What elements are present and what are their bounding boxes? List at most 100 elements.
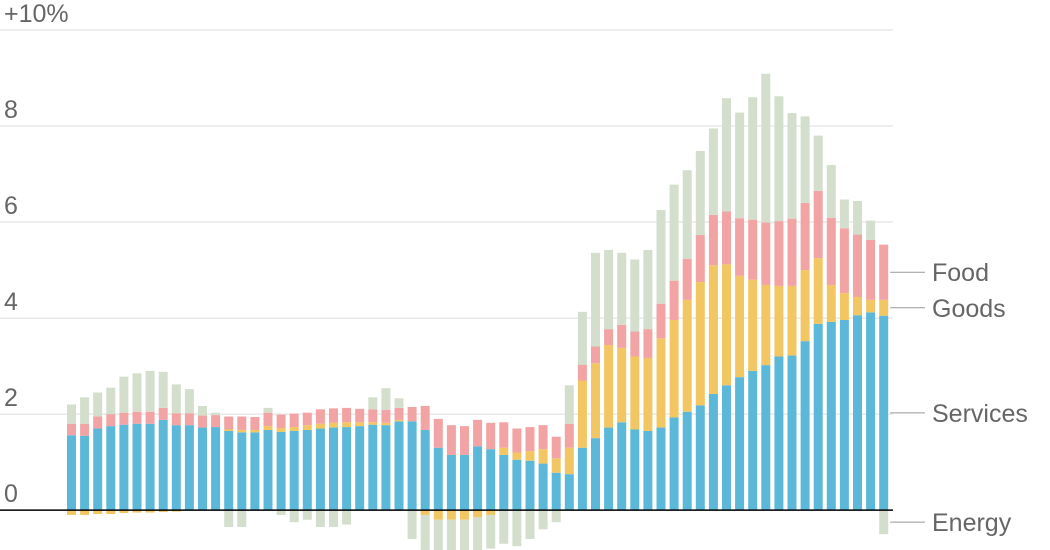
- bar-segment: [551, 472, 561, 511]
- bar-segment: [263, 426, 273, 430]
- bar-segment: [643, 430, 653, 511]
- bar-segment: [80, 435, 90, 511]
- bar-segment: [158, 407, 168, 420]
- bar-segment: [800, 202, 810, 271]
- bar-segment: [800, 341, 810, 511]
- bar-segment: [591, 438, 600, 511]
- bar-segment: [211, 415, 221, 428]
- bar-segment: [276, 414, 286, 429]
- bar-segment: [394, 407, 404, 420]
- bar-segment: [748, 370, 758, 511]
- bar-segment: [826, 217, 836, 285]
- bar-segment: [80, 510, 90, 515]
- bar-segment: [708, 265, 718, 394]
- bar-segment: [302, 425, 312, 430]
- bar-segment: [708, 128, 718, 215]
- bar-segment: [708, 393, 718, 511]
- bar-segment: [473, 517, 483, 550]
- bar-segment: [473, 419, 483, 447]
- bar-segment: [512, 428, 522, 453]
- bar-segment: [525, 510, 535, 539]
- bar-segment: [826, 284, 836, 322]
- bar-segment: [381, 409, 391, 423]
- bar-segment: [171, 384, 181, 414]
- bar-segment: [853, 315, 862, 511]
- bar-segment: [879, 510, 889, 535]
- bar-segment: [289, 413, 299, 428]
- bar-segment: [577, 380, 587, 448]
- bar-segment: [630, 331, 640, 357]
- bar-segment: [158, 510, 168, 513]
- bar-segment: [564, 385, 574, 424]
- bar-segment: [774, 285, 784, 357]
- bar-segment: [499, 422, 509, 448]
- bar-segment: [473, 510, 483, 518]
- bar-segment: [460, 510, 469, 520]
- bar-segment: [184, 413, 194, 426]
- bar-segment: [93, 428, 103, 511]
- bar-segment: [643, 329, 653, 358]
- bar-segment: [329, 427, 338, 511]
- bar-segment: [604, 329, 614, 345]
- bar-segment: [224, 510, 234, 527]
- bar-segment: [787, 285, 797, 356]
- bar-segment: [853, 200, 862, 235]
- bar-segment: [433, 418, 443, 448]
- bar-segment: [394, 398, 404, 408]
- bar-segment: [866, 239, 876, 300]
- bar-segment: [381, 422, 391, 426]
- bar-segment: [342, 422, 352, 428]
- bar-segment: [329, 408, 338, 423]
- series-label: Food: [932, 259, 989, 287]
- bar-segment: [302, 412, 312, 426]
- bar-segment: [211, 427, 221, 511]
- bar-segment: [119, 376, 129, 413]
- bar-segment: [394, 421, 404, 511]
- bar-segment: [355, 408, 365, 423]
- bar-segment: [564, 474, 574, 511]
- bar-segment: [93, 392, 103, 417]
- bar-segment: [80, 423, 90, 436]
- bar-segment: [302, 510, 312, 520]
- bar-segment: [446, 510, 456, 520]
- bar-segment: [250, 429, 260, 433]
- bar-segment: [512, 452, 522, 460]
- y-tick-label: 0: [4, 480, 18, 508]
- bar-segment: [826, 164, 836, 218]
- bar-segment: [329, 422, 338, 428]
- bar-segment: [119, 510, 129, 514]
- bar-segment: [787, 113, 797, 219]
- bar-segment: [355, 422, 365, 427]
- bar-segment: [276, 510, 286, 515]
- bar-segment: [381, 425, 391, 511]
- bar-segment: [591, 252, 600, 347]
- bar-segment: [591, 346, 600, 364]
- bar-segment: [761, 73, 771, 223]
- bar-segment: [669, 320, 679, 418]
- bar-segment: [67, 423, 76, 436]
- bar-segment: [473, 446, 483, 511]
- bar-segment: [656, 303, 666, 339]
- y-tick-label: 2: [4, 384, 18, 412]
- bar-segment: [839, 293, 849, 321]
- bar-segment: [158, 419, 168, 511]
- bar-segment: [460, 519, 469, 550]
- bar-segment: [184, 389, 194, 414]
- bar-segment: [237, 432, 247, 511]
- bar-segment: [67, 404, 76, 424]
- bar-segment: [355, 426, 365, 511]
- bar-segment: [289, 510, 299, 523]
- bar-segment: [617, 252, 627, 325]
- bar-segment: [669, 280, 679, 321]
- bar-segment: [604, 427, 614, 511]
- bar-segment: [879, 244, 889, 300]
- bar-segment: [289, 430, 299, 511]
- bar-segment: [460, 454, 469, 511]
- bar-segment: [198, 405, 207, 416]
- bar-segment: [499, 454, 509, 511]
- bar-segment: [263, 407, 273, 413]
- bar-segment: [630, 259, 640, 332]
- bar-segment: [263, 429, 273, 511]
- bar-segment: [119, 412, 129, 425]
- bar-segment: [577, 311, 587, 365]
